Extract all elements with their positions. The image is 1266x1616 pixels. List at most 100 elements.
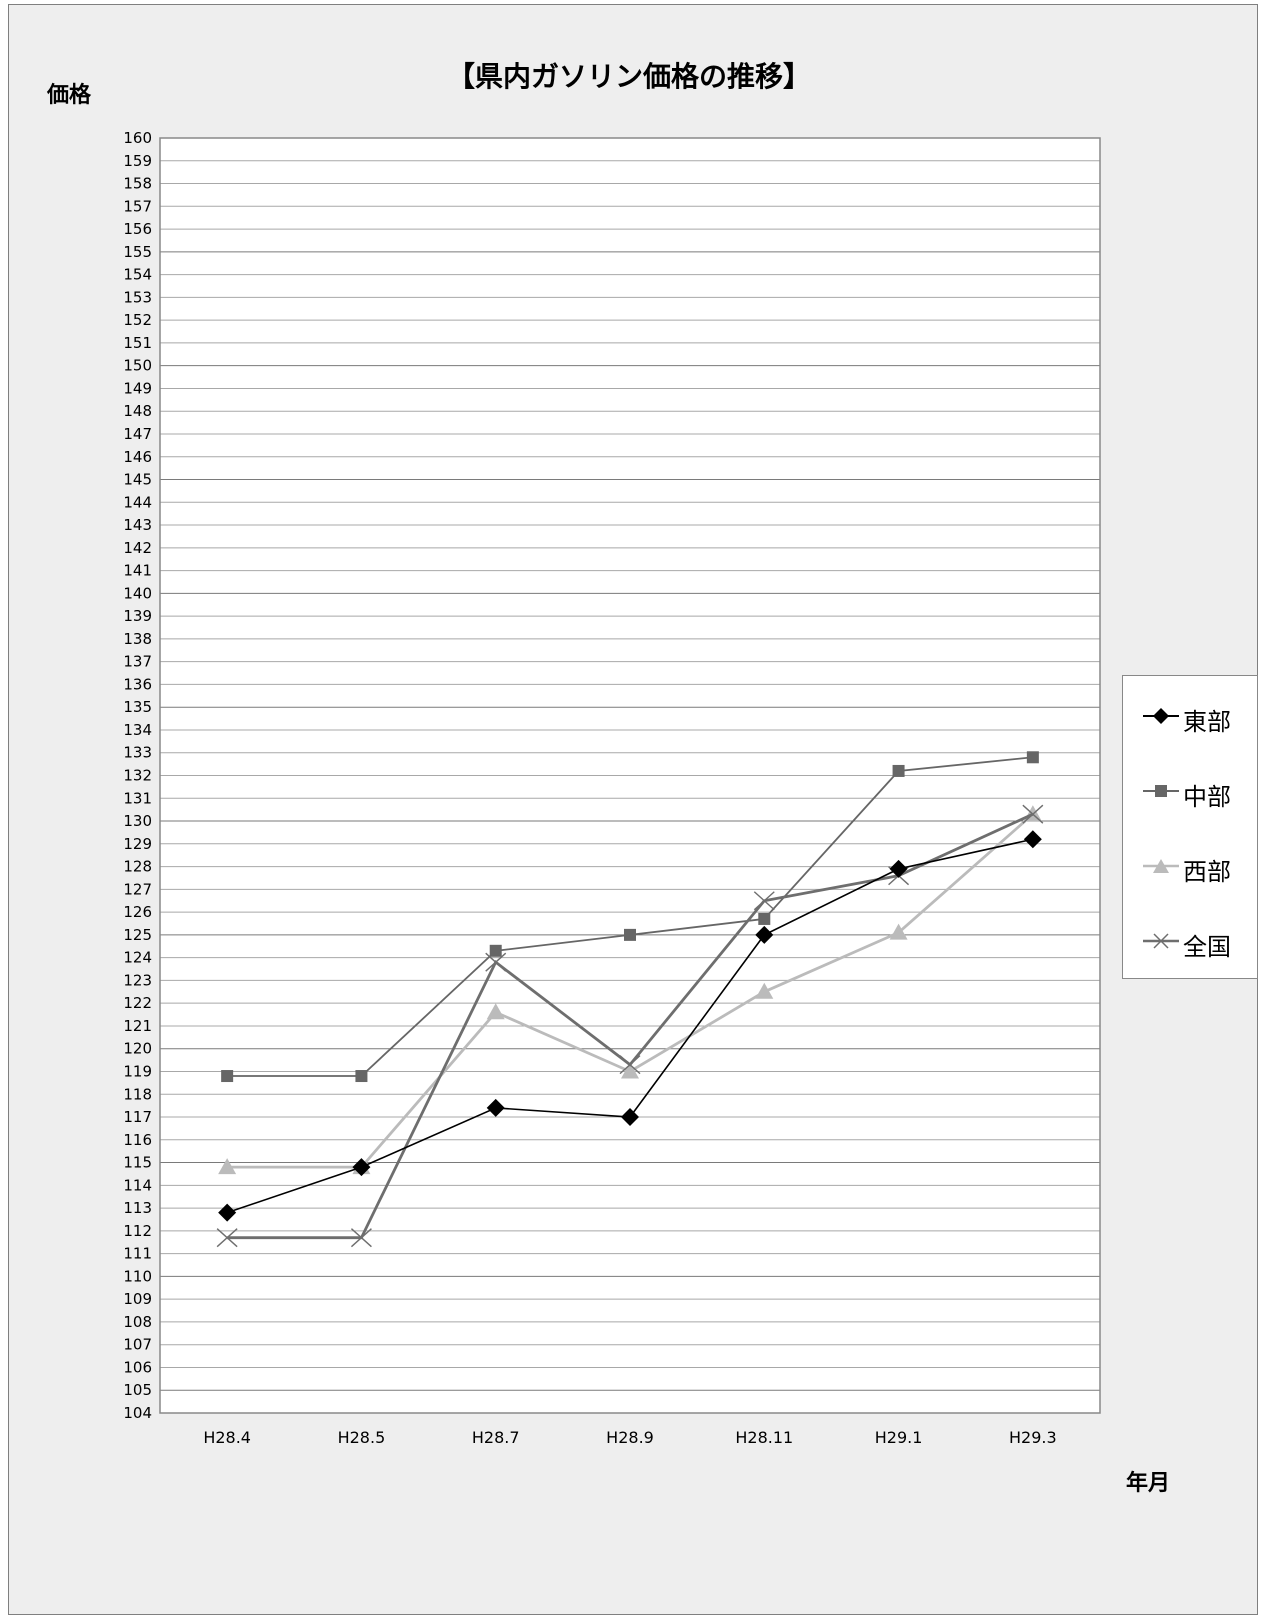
x-tick-labels: H28.4 H28.5 H28.7 H28.9 H28.11 H29.1 H29.3 <box>203 1428 1056 1447</box>
y-tick-label: 159 <box>123 152 152 170</box>
y-tick-label: 155 <box>123 243 152 261</box>
y-tick-label: 157 <box>123 197 152 215</box>
y-tick-label: 137 <box>123 653 152 671</box>
chart-title: 【県内ガソリン価格の推移】 <box>446 60 811 93</box>
y-tick-label: 127 <box>123 880 152 898</box>
x-tick-label: H29.1 <box>875 1428 923 1447</box>
y-tick-label: 108 <box>123 1313 152 1331</box>
data-point <box>218 1158 237 1175</box>
series-layer <box>216 751 1044 1248</box>
legend-marker-x-icon <box>1143 933 1179 949</box>
legend: 東部 中部 西部 全国 <box>1122 675 1258 979</box>
legend-marker-square-icon <box>1143 785 1179 797</box>
data-point <box>889 859 908 878</box>
data-point <box>1023 830 1042 849</box>
y-tick-label: 121 <box>123 1017 152 1035</box>
data-point <box>619 1055 641 1075</box>
y-tick-label: 109 <box>123 1290 152 1308</box>
legend-item-seibu: 西部 <box>1141 848 1257 888</box>
data-point <box>753 891 775 911</box>
x-axis-label: 年月 <box>1126 1471 1171 1496</box>
y-tick-label: 105 <box>123 1381 152 1399</box>
legend-label: 東部 <box>1183 708 1231 736</box>
legend-label: 全国 <box>1183 933 1231 961</box>
data-point <box>889 923 908 940</box>
y-tick-label: 107 <box>123 1336 152 1354</box>
y-tick-label: 144 <box>123 493 152 511</box>
data-point <box>1026 751 1039 764</box>
y-tick-label: 147 <box>123 425 152 443</box>
y-tick-label: 119 <box>123 1062 152 1080</box>
y-tick-label: 145 <box>123 471 152 489</box>
y-tick-label: 130 <box>123 812 152 830</box>
data-point <box>489 944 502 957</box>
data-point <box>352 1158 371 1177</box>
y-tick-label: 122 <box>123 994 152 1012</box>
data-point <box>486 1003 505 1020</box>
legend-marker-triangle-icon <box>1143 859 1179 873</box>
legend-item-tobu: 東部 <box>1141 698 1257 738</box>
y-tick-label: 156 <box>123 220 152 238</box>
y-tick-label: 132 <box>123 767 152 785</box>
data-point <box>892 764 905 777</box>
y-tick-label: 152 <box>123 311 152 329</box>
y-tick-label: 104 <box>123 1404 152 1422</box>
y-axis-label: 価格 <box>47 83 92 108</box>
y-tick-label: 114 <box>123 1176 152 1194</box>
y-tick-label: 149 <box>123 379 152 397</box>
y-tick-label: 124 <box>123 949 152 967</box>
y-tick-label: 110 <box>123 1267 152 1285</box>
x-tick-label: H28.9 <box>606 1428 654 1447</box>
y-tick-label: 158 <box>123 175 152 193</box>
data-point <box>1022 804 1044 824</box>
y-tick-label: 133 <box>123 744 152 762</box>
y-tick-label: 134 <box>123 721 152 739</box>
y-tick-label: 148 <box>123 402 152 420</box>
x-tick-label: H28.4 <box>203 1428 251 1447</box>
y-tick-label: 153 <box>123 288 152 306</box>
data-point <box>216 1228 238 1248</box>
y-tick-label: 125 <box>123 926 152 944</box>
data-point <box>755 982 774 999</box>
x-tick-label: H28.11 <box>735 1428 793 1447</box>
data-point <box>218 1203 237 1222</box>
y-tick-label: 117 <box>123 1108 152 1126</box>
data-point <box>350 1228 372 1248</box>
data-point <box>486 1098 505 1117</box>
x-tick-label: H28.7 <box>472 1428 520 1447</box>
y-tick-label: 142 <box>123 539 152 557</box>
data-point <box>485 952 507 972</box>
x-tick-label: H28.5 <box>338 1428 386 1447</box>
y-tick-label: 136 <box>123 675 152 693</box>
y-tick-label: 128 <box>123 858 152 876</box>
y-tick-label: 115 <box>123 1154 152 1172</box>
chart-svg: 104 105 106 107 108 109 110 111 112 113 114 115 116 1… <box>123 129 1101 1447</box>
data-point <box>755 925 774 944</box>
y-tick-label: 129 <box>123 835 152 853</box>
y-tick-label: 139 <box>123 607 152 625</box>
y-tick-label: 120 <box>123 1040 152 1058</box>
y-tick-label: 146 <box>123 448 152 466</box>
y-tick-label: 118 <box>123 1085 152 1103</box>
y-tick-label: 111 <box>123 1245 152 1263</box>
data-point <box>355 1070 368 1083</box>
y-tick-label: 131 <box>123 789 152 807</box>
data-point <box>758 912 771 925</box>
y-tick-label: 151 <box>123 334 152 352</box>
y-tick-label: 135 <box>123 698 152 716</box>
y-tick-label: 123 <box>123 971 152 989</box>
y-tick-label: 106 <box>123 1358 152 1376</box>
plot-border <box>159 137 1101 1414</box>
y-tick-label: 113 <box>123 1199 152 1217</box>
y-tick-labels: 104 105 106 107 108 109 110 111 112 113 114 115 116 1… <box>123 129 152 1422</box>
legend-label: 西部 <box>1183 858 1231 886</box>
series-square <box>221 751 1039 1083</box>
data-point <box>621 1062 639 1079</box>
y-tick-label: 141 <box>123 562 152 580</box>
y-tick-label: 143 <box>123 516 152 534</box>
y-tick-label: 140 <box>123 584 152 602</box>
chart-frame: 104 105 106 107 108 109 110 111 112 113 114 115 116 1… <box>8 4 1258 1615</box>
y-tick-label: 112 <box>123 1222 152 1240</box>
y-tick-label: 160 <box>123 129 152 147</box>
y-tick-label: 138 <box>123 630 152 648</box>
